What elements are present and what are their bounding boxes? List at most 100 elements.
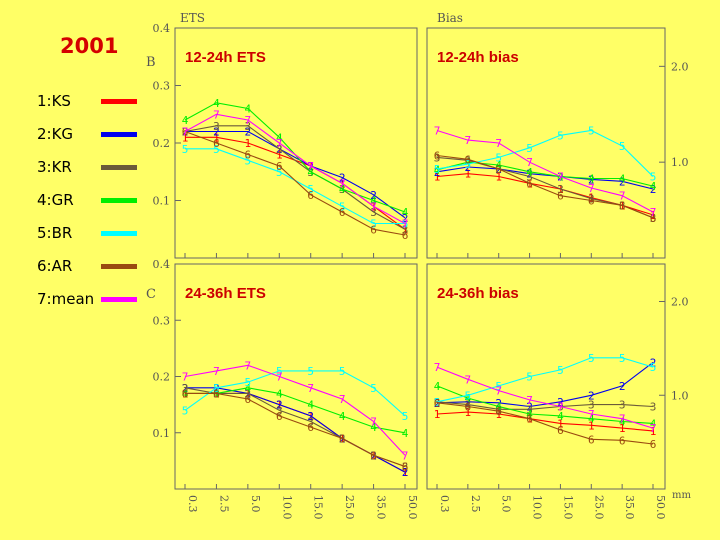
data-point: 5 (588, 125, 595, 138)
data-point: 6 (182, 126, 189, 139)
data-point: 5 (465, 389, 472, 402)
data-point: 4 (402, 427, 409, 440)
data-point: 1 (213, 131, 220, 144)
data-point: 6 (650, 212, 657, 225)
data-point: 5 (276, 365, 283, 378)
data-point: 7 (370, 416, 377, 429)
data-point: 7 (276, 371, 283, 384)
data-point: 3 (402, 223, 409, 236)
data-point: 2 (276, 399, 283, 412)
data-point: 1 (650, 425, 657, 438)
data-point: 6 (182, 387, 189, 400)
panel-title: 24-36h bias (437, 285, 519, 302)
series-line-mean (436, 129, 654, 213)
data-point: 4 (526, 408, 533, 421)
data-point: 4 (619, 172, 626, 185)
data-point: 4 (370, 421, 377, 434)
data-point: 6 (276, 160, 283, 173)
data-point: 6 (465, 401, 472, 414)
data-point: 2 (434, 166, 441, 179)
data-point: 3 (434, 396, 441, 409)
x-unit-label: mm (672, 490, 691, 501)
data-point: 5 (402, 410, 409, 423)
data-point: 5 (245, 376, 252, 389)
series-line-ar (436, 154, 654, 219)
data-point: 5 (650, 171, 657, 184)
legend-label: 7:mean (37, 290, 95, 308)
year-label: 2001 (60, 34, 119, 58)
data-point: 6 (307, 421, 314, 434)
data-point: 5 (465, 158, 472, 171)
data-point: 7 (588, 182, 595, 195)
data-point: 4 (465, 392, 472, 405)
data-point: 4 (465, 156, 472, 169)
data-point: 5 (495, 151, 502, 164)
data-point: 6 (402, 229, 409, 242)
data-point: 3 (182, 382, 189, 395)
data-point: 2 (588, 173, 595, 186)
legend-item-kg: 2:KG (37, 125, 147, 158)
data-point: 2 (465, 161, 472, 174)
data-point: 3 (650, 401, 657, 414)
data-point: 7 (526, 156, 533, 169)
data-point: 7 (182, 371, 189, 384)
data-point: 3 (588, 193, 595, 206)
series-line-kr (436, 401, 654, 410)
data-point: 2 (339, 172, 346, 185)
data-point: 6 (276, 410, 283, 423)
data-point: 1 (557, 417, 564, 430)
panel-frame (426, 263, 666, 490)
data-point: 6 (495, 405, 502, 418)
data-point: 7 (370, 200, 377, 213)
data-point: 7 (182, 126, 189, 139)
data-point: 5 (182, 143, 189, 156)
data-point: 7 (619, 413, 626, 426)
series-line-br (436, 129, 654, 177)
data-point: 1 (276, 149, 283, 162)
legend-label: 6:AR (37, 257, 73, 275)
data-point: 5 (402, 218, 409, 231)
y-tick-label: 2.0 (671, 60, 689, 73)
series-line-kr (184, 125, 406, 230)
data-point: 4 (588, 172, 595, 185)
data-point: 6 (588, 195, 595, 208)
data-point: 2 (526, 168, 533, 181)
legend-label: 2:KG (37, 125, 74, 143)
data-point: 1 (465, 168, 472, 181)
data-point: 6 (213, 387, 220, 400)
series-line-ar (184, 130, 406, 236)
data-point: 7 (213, 365, 220, 378)
data-point: 3 (245, 120, 252, 133)
data-point: 6 (557, 424, 564, 437)
panel-title: 12-24h bias (437, 49, 519, 66)
legend-item-ks: 1:KS (37, 92, 147, 125)
data-point: 7 (495, 385, 502, 398)
data-point: 6 (245, 149, 252, 162)
y-tick-label: 0.2 (153, 137, 171, 150)
data-point: 5 (182, 404, 189, 417)
series-line-gr (436, 385, 654, 424)
data-point: 5 (526, 142, 533, 155)
data-point: 1 (245, 137, 252, 150)
data-point: 4 (588, 413, 595, 426)
data-point: 3 (276, 404, 283, 417)
data-point: 1 (434, 408, 441, 421)
data-point: 4 (402, 206, 409, 219)
data-point: 3 (526, 171, 533, 184)
y-tick-label: 1.0 (671, 156, 689, 169)
data-point: 7 (465, 373, 472, 386)
data-point: 6 (245, 393, 252, 406)
data-point: 3 (465, 399, 472, 412)
data-point: 1 (619, 422, 626, 435)
data-point: 7 (465, 134, 472, 147)
x-tick-label: 0.3 (438, 495, 451, 513)
data-point: 5 (307, 365, 314, 378)
data-point: 7 (402, 218, 409, 231)
data-point: 1 (434, 171, 441, 184)
x-tick-label: 50.0 (654, 495, 667, 520)
data-point: 7 (434, 125, 441, 138)
data-point: 7 (495, 137, 502, 150)
